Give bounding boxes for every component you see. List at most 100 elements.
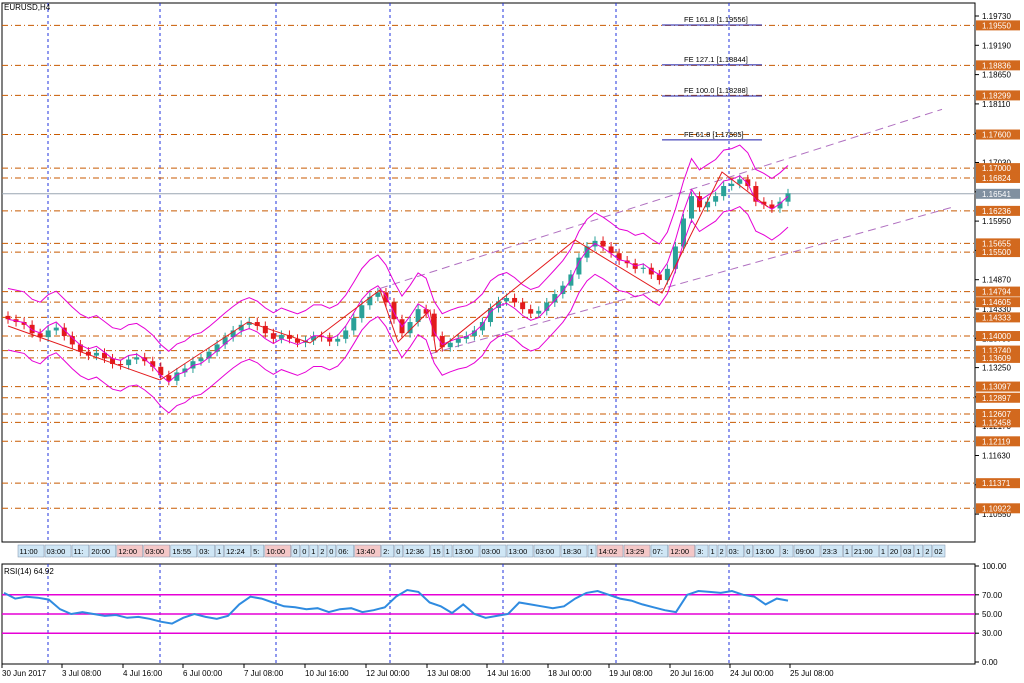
candle-body (375, 292, 381, 297)
session-box (381, 544, 395, 558)
session-box-label: 0 (302, 547, 306, 556)
session-box (309, 544, 319, 558)
candle-body (246, 322, 252, 325)
candle-body (262, 325, 268, 334)
session-box-label: 2: (383, 547, 389, 556)
candle-body (383, 292, 389, 303)
session-box (780, 544, 794, 558)
level-badge (976, 247, 1020, 258)
session-box (596, 544, 624, 558)
candle-body (608, 246, 614, 254)
level-badge (976, 408, 1020, 419)
level-badge-label: 1.12119 (982, 437, 1011, 446)
session-box (533, 544, 561, 558)
session-box-label: 15:55 (172, 547, 191, 556)
candle-body (544, 302, 550, 311)
session-box-label: 10:00 (266, 547, 285, 556)
level-badge (976, 90, 1020, 101)
level-badge (976, 478, 1020, 489)
level-badge (976, 297, 1020, 308)
session-box-label: 03 (903, 547, 911, 556)
session-box-label: 1 (881, 547, 885, 556)
candle-body (37, 333, 43, 338)
session-box-label: 11:00 (20, 547, 38, 556)
time-axis-label: 6 Jul 00:00 (183, 669, 223, 678)
session-box-label: 07: (653, 547, 663, 556)
session-box (318, 544, 328, 558)
level-badge (976, 20, 1020, 31)
candle-body (93, 352, 99, 356)
session-box (852, 544, 879, 558)
candle-body (785, 193, 791, 202)
candle-body (737, 179, 743, 184)
bollinger-lower (7, 206, 789, 414)
price-axis-label: 1.19190 (982, 41, 1011, 50)
session-box (479, 544, 507, 558)
price-axis-label: 1.11630 (982, 452, 1011, 461)
candle-body (29, 324, 35, 334)
level-badge-label: 1.14333 (982, 313, 1011, 322)
time-axis-label: 14 Jul 16:00 (487, 669, 531, 678)
session-box-label: 1 (711, 547, 715, 556)
candle-body (479, 322, 485, 331)
session-box-label: 03:00 (536, 547, 555, 556)
session-box-label: 0 (329, 547, 333, 556)
session-box-label: 1 (217, 547, 221, 556)
session-box (354, 544, 381, 558)
level-badge-label: 1.11371 (982, 479, 1011, 488)
candle-body (520, 302, 526, 310)
session-box-label: 0 (396, 547, 400, 556)
candle-body (697, 196, 703, 208)
level-badge-label: 1.12458 (982, 418, 1011, 427)
candle-body (45, 330, 51, 338)
level-badge-label: 1.14605 (982, 298, 1011, 307)
session-box (668, 544, 696, 558)
session-box-label: 2 (720, 547, 724, 556)
candle-body (721, 186, 727, 197)
candle-body (600, 240, 606, 247)
time-axis-label: 12 Jul 00:00 (366, 669, 410, 678)
rsi-title: RSI(14) 64.92 (4, 567, 54, 576)
session-box (506, 544, 534, 558)
candle-body (672, 246, 678, 269)
session-box (71, 544, 90, 558)
time-axis-label: 3 Jul 08:00 (62, 669, 102, 678)
candle-body (536, 310, 542, 314)
candle-body (5, 315, 11, 320)
level-badge (976, 172, 1020, 183)
candle-body (69, 336, 75, 345)
zigzag-line (7, 171, 769, 381)
session-box (744, 544, 754, 558)
session-box-label: 1 (845, 547, 849, 556)
fib-extension-label: FE 161.8 [1.19556] (684, 15, 748, 24)
session-box-label: 3: (697, 547, 703, 556)
level-badge (976, 392, 1020, 403)
candle-body (270, 333, 276, 339)
candle-body (439, 336, 445, 348)
candle-body (351, 318, 357, 331)
symbol-title: EURUSD,H4 (4, 3, 51, 12)
session-box (923, 544, 933, 558)
candle-body (753, 186, 759, 202)
candle-body (745, 179, 751, 187)
price-axis-label: 1.19730 (982, 12, 1011, 21)
candle-body (616, 253, 622, 261)
price-axis-label: 1.18110 (982, 100, 1011, 109)
session-box (708, 544, 718, 558)
session-box (879, 544, 888, 558)
candle-body (214, 344, 220, 352)
session-box (753, 544, 781, 558)
candle-body (311, 336, 317, 341)
level-badge-label: 1.14000 (982, 332, 1011, 341)
session-box (443, 544, 453, 558)
session-box (717, 544, 727, 558)
level-badge-label: 1.12607 (982, 410, 1011, 419)
candle-body (319, 336, 325, 338)
candle-body (101, 352, 107, 359)
time-axis-label: 18 Jul 00:00 (548, 669, 592, 678)
level-badge-label: 1.14794 (982, 288, 1011, 297)
level-badge (976, 60, 1020, 71)
session-box (695, 544, 709, 558)
